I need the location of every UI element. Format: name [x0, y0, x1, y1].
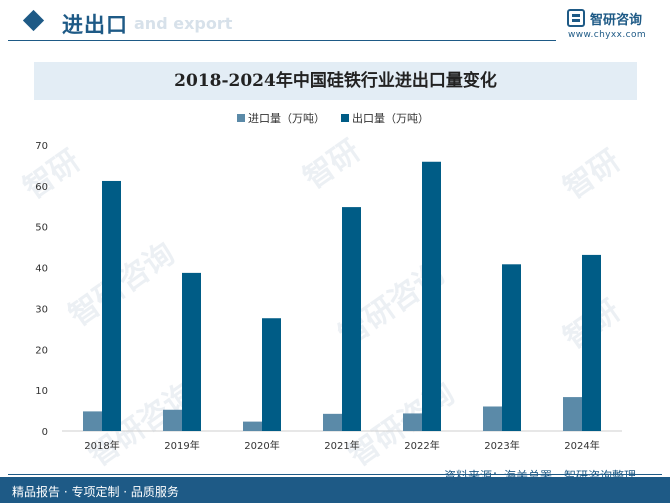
y-tick-label: 40 [35, 264, 48, 275]
footer-tagline: 精品报告 · 专项定制 · 品质服务 [12, 485, 179, 499]
header: and export 进出口 智研咨询 www.chyxx.com [0, 0, 670, 52]
legend-swatch-export [341, 114, 349, 122]
brand-logo-icon [567, 9, 585, 27]
y-tick-label: 10 [35, 386, 48, 397]
x-tick-label: 2022年 [404, 439, 439, 452]
y-tick-label: 0 [42, 427, 48, 438]
footer-divider [8, 474, 662, 475]
y-tick-label: 20 [35, 345, 48, 356]
brand-url[interactable]: www.chyxx.com [568, 30, 647, 40]
bar-export [262, 318, 281, 431]
x-tick-label: 2024年 [564, 439, 599, 452]
x-tick-label: 2023年 [484, 439, 519, 452]
chart-title-banner: 2018-2024年中国硅铁行业进出口量变化 [34, 62, 637, 100]
bar-import [563, 397, 582, 431]
chart-title: 2018-2024年中国硅铁行业进出口量变化 [174, 71, 497, 91]
bar-export [582, 254, 601, 431]
data-source: 资料来源：海关总署、智研咨询整理 [444, 469, 637, 483]
bars [83, 161, 601, 431]
axes: 0 10 20 30 40 50 60 70 2018年 2019年 2020年 2021年 2022年… [35, 141, 622, 452]
y-tick-label: 30 [35, 304, 48, 315]
bar-import [83, 411, 102, 431]
footer-bar [0, 477, 670, 503]
legend-label: 进口量（万吨） [248, 112, 325, 125]
y-tick-label: 70 [35, 141, 48, 152]
y-tick-label: 50 [35, 223, 48, 234]
legend-label: 出口量（万吨） [352, 111, 429, 125]
y-tick-label: 60 [35, 182, 48, 193]
brand-name: 智研咨询 [590, 13, 643, 28]
x-tick-label: 2018年 [84, 439, 119, 452]
bar-import [483, 406, 502, 431]
x-tick-label: 2021年 [324, 439, 359, 452]
bar-export [182, 272, 201, 431]
footer-source-backdrop [418, 458, 670, 474]
bar-import [403, 413, 422, 431]
legend-swatch-import [237, 114, 245, 122]
bar-export [422, 161, 441, 431]
x-tick-label: 2019年 [164, 439, 199, 452]
section-title: 进出口 [62, 13, 128, 37]
bar-import [323, 413, 342, 431]
bar-import [243, 421, 262, 431]
x-tick-label: 2020年 [244, 439, 279, 452]
legend: 进口量（万吨） 出口量（万吨） [237, 111, 429, 125]
header-divider [8, 40, 556, 41]
bar-export [502, 264, 521, 431]
bar-export [342, 207, 361, 431]
bar-export [102, 180, 121, 431]
bar-import [163, 409, 182, 431]
section-title-en: and export [134, 14, 233, 33]
